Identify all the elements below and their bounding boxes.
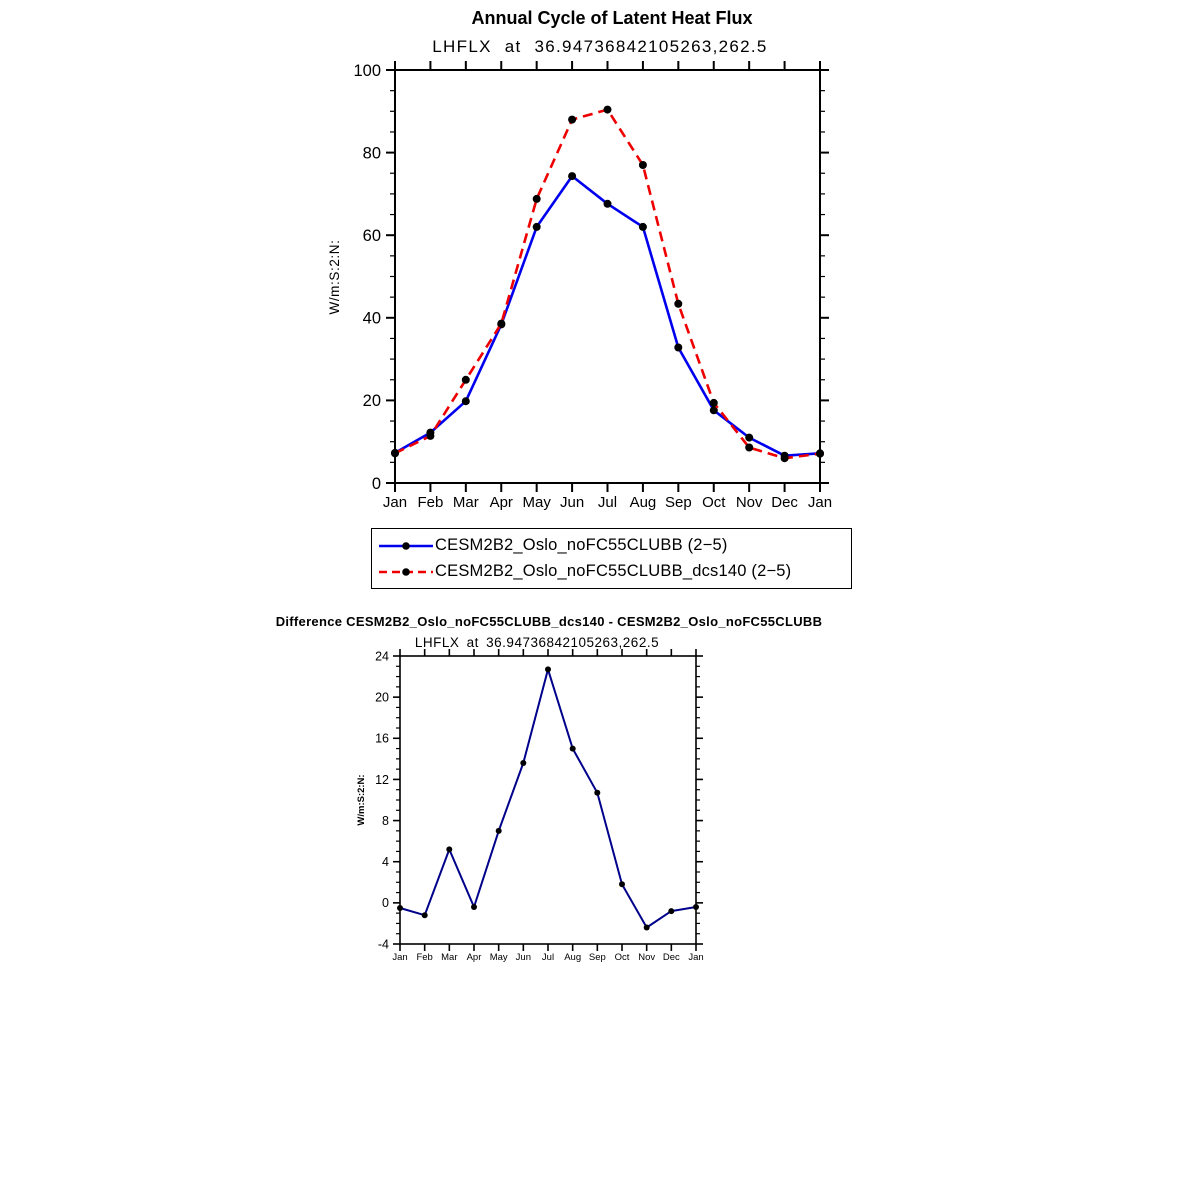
data-point-marker xyxy=(674,343,683,352)
x-tick-label: Jan xyxy=(808,494,832,511)
series-line-0 xyxy=(394,174,821,457)
data-point-marker xyxy=(643,924,650,931)
legend-label-series1: CESM2B2_Oslo_noFC55CLUBB (2−5) xyxy=(435,536,728,554)
y-tick-label: 16 xyxy=(375,732,389,746)
y-tick-label: 100 xyxy=(353,62,381,80)
x-tick-label: Jan xyxy=(392,952,407,963)
y-tick-label: 0 xyxy=(372,475,381,493)
data-point-marker xyxy=(497,319,506,328)
x-tick-label: Feb xyxy=(416,952,432,963)
y-tick-label: 60 xyxy=(363,227,381,245)
data-point-marker xyxy=(397,905,403,911)
x-tick-label: Nov xyxy=(736,494,763,511)
y-tick-label: 8 xyxy=(382,814,389,828)
data-point-marker xyxy=(780,454,789,463)
x-tick-label: Jul xyxy=(542,952,554,963)
x-tick-label: Sep xyxy=(665,494,692,511)
y-tick-label: 80 xyxy=(363,144,381,162)
x-tick-label: Mar xyxy=(441,952,457,963)
legend-box: CESM2B2_Oslo_noFC55CLUBB (2−5) CESM2B2_O… xyxy=(371,528,852,589)
legend-dot-series1 xyxy=(402,541,410,550)
data-point-marker xyxy=(674,299,683,308)
x-tick-label: Mar xyxy=(453,494,479,511)
data-point-marker xyxy=(603,105,612,114)
data-point-marker xyxy=(709,406,718,415)
y-tick-label: 0 xyxy=(382,896,389,910)
chart1-y-axis-label: W/m:S:2:N: xyxy=(327,239,342,314)
chart2-subtitle: LHFLX at 36.94736842105263,262.5 xyxy=(415,635,659,650)
data-point-marker xyxy=(545,666,551,673)
y-tick-label: 24 xyxy=(375,649,389,663)
plot-frame xyxy=(394,69,821,484)
y-tick-label: -4 xyxy=(378,937,389,951)
data-point-marker xyxy=(391,449,399,458)
x-tick-label: Oct xyxy=(615,952,630,963)
legend-item-series2: CESM2B2_Oslo_noFC55CLUBB_dcs140 (2−5) xyxy=(378,562,851,581)
data-point-marker xyxy=(568,115,577,124)
x-tick-label: Aug xyxy=(564,952,581,963)
x-tick-label: Jan xyxy=(383,494,407,511)
x-tick-label: May xyxy=(490,952,508,963)
data-point-marker xyxy=(594,789,601,796)
x-tick-label: May xyxy=(522,494,551,511)
chart1-plot-area: 0 20 40 60 80 100 Jan Feb Mar Apr May Jun Jul Aug Sep O… xyxy=(353,61,832,511)
x-tick-label: Feb xyxy=(417,494,443,511)
data-point-marker xyxy=(638,222,647,231)
y-tick-label: 20 xyxy=(363,392,381,410)
dashed-line-marker-icon xyxy=(379,567,433,576)
x-tick-label: Dec xyxy=(771,494,798,511)
data-point-marker xyxy=(446,846,453,853)
x-tick-label: Jan xyxy=(688,952,703,963)
x-tick-label: Jun xyxy=(516,952,531,963)
data-point-marker xyxy=(569,745,576,752)
data-point-marker xyxy=(603,199,612,208)
x-tick-label: Apr xyxy=(490,494,513,511)
data-point-marker xyxy=(426,431,435,440)
legend-label-series2: CESM2B2_Oslo_noFC55CLUBB_dcs140 (2−5) xyxy=(435,562,792,580)
x-tick-label: Nov xyxy=(638,952,655,963)
data-point-marker xyxy=(520,760,527,766)
x-tick-label: Oct xyxy=(702,494,726,511)
data-point-marker xyxy=(421,912,428,919)
data-point-marker xyxy=(471,904,477,910)
series-line-0 xyxy=(399,668,697,929)
y-tick-label: 20 xyxy=(375,691,389,705)
data-point-marker xyxy=(816,449,824,458)
x-tick-label: Sep xyxy=(589,952,606,963)
data-point-marker xyxy=(638,161,647,169)
y-tick-label: 4 xyxy=(382,855,389,869)
data-point-marker xyxy=(495,827,502,834)
x-tick-label: Jul xyxy=(598,494,617,511)
data-point-marker xyxy=(461,397,470,406)
x-tick-label: Apr xyxy=(467,952,482,963)
chart2-y-axis-label: W/m:S:2:N: xyxy=(356,774,367,825)
data-point-marker xyxy=(668,908,675,915)
chart2-title: Difference CESM2B2_Oslo_noFC55CLUBB_dcs1… xyxy=(276,614,823,629)
x-tick-label: Aug xyxy=(630,494,657,511)
legend-dot-series2 xyxy=(402,567,410,576)
data-point-marker xyxy=(532,222,541,231)
chart1-title: Annual Cycle of Latent Heat Flux xyxy=(471,8,752,28)
data-point-marker xyxy=(461,375,470,384)
plot-frame xyxy=(399,655,697,945)
data-point-marker xyxy=(532,194,541,203)
x-tick-label: Jun xyxy=(560,494,584,511)
legend-item-series1: CESM2B2_Oslo_noFC55CLUBB (2−5) xyxy=(378,536,851,555)
data-point-marker xyxy=(745,443,754,452)
data-point-marker xyxy=(693,904,699,910)
data-point-marker xyxy=(709,398,718,407)
data-point-marker xyxy=(745,433,754,442)
y-tick-label: 40 xyxy=(363,310,381,328)
data-point-marker xyxy=(568,172,577,181)
solid-line-marker-icon xyxy=(379,541,433,550)
y-tick-label: 12 xyxy=(375,773,389,787)
x-tick-label: Dec xyxy=(663,952,680,963)
chart2-plot-area: -4 0 4 8 12 16 20 24 Jan Feb Mar Apr May Jun Jul Aug Sep… xyxy=(375,649,704,963)
chart1-subtitle: LHFLX at 36.94736842105263,262.5 xyxy=(432,37,767,56)
data-point-marker xyxy=(619,881,625,888)
